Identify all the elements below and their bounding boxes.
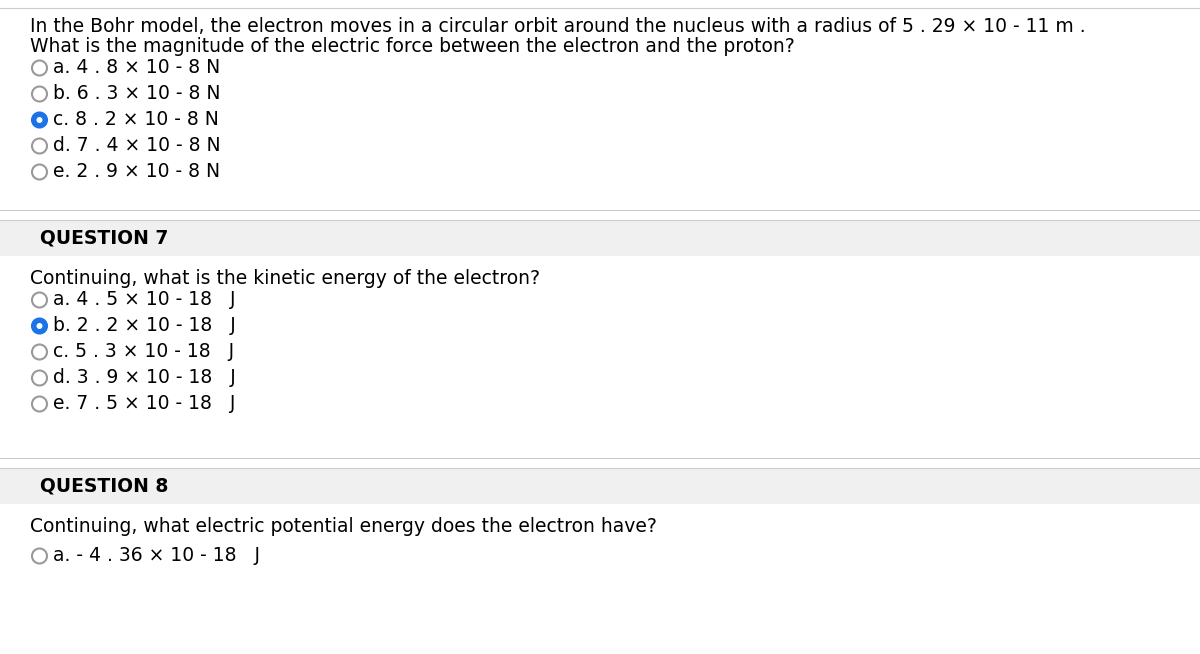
- Text: What is the magnitude of the electric force between the electron and the proton?: What is the magnitude of the electric fo…: [30, 37, 794, 56]
- Circle shape: [32, 292, 47, 307]
- Text: c. 8 . 2 × 10 - 8 N: c. 8 . 2 × 10 - 8 N: [53, 110, 218, 129]
- Text: e. 7 . 5 × 10 - 18   J: e. 7 . 5 × 10 - 18 J: [53, 394, 235, 413]
- Circle shape: [32, 165, 47, 179]
- Circle shape: [36, 323, 42, 329]
- Text: e. 2 . 9 × 10 - 8 N: e. 2 . 9 × 10 - 8 N: [53, 162, 220, 181]
- Bar: [0, 220, 1200, 256]
- Text: a. 4 . 8 × 10 - 8 N: a. 4 . 8 × 10 - 8 N: [53, 58, 221, 77]
- Text: c. 5 . 3 × 10 - 18   J: c. 5 . 3 × 10 - 18 J: [53, 342, 234, 361]
- Circle shape: [32, 549, 47, 564]
- Circle shape: [36, 117, 42, 123]
- Circle shape: [32, 112, 47, 128]
- Text: Continuing, what electric potential energy does the electron have?: Continuing, what electric potential ener…: [30, 517, 656, 536]
- Circle shape: [32, 318, 47, 334]
- Circle shape: [32, 86, 47, 101]
- Text: a. - 4 . 36 × 10 - 18   J: a. - 4 . 36 × 10 - 18 J: [53, 546, 260, 565]
- Text: b. 6 . 3 × 10 - 8 N: b. 6 . 3 × 10 - 8 N: [53, 84, 221, 103]
- Text: In the Bohr model, the electron moves in a circular orbit around the nucleus wit: In the Bohr model, the electron moves in…: [30, 16, 1086, 35]
- Circle shape: [32, 371, 47, 385]
- Circle shape: [32, 396, 47, 411]
- Text: a. 4 . 5 × 10 - 18   J: a. 4 . 5 × 10 - 18 J: [53, 290, 235, 309]
- Text: b. 2 . 2 × 10 - 18   J: b. 2 . 2 × 10 - 18 J: [53, 316, 235, 335]
- Circle shape: [32, 139, 47, 154]
- Text: Continuing, what is the kinetic energy of the electron?: Continuing, what is the kinetic energy o…: [30, 269, 540, 288]
- Circle shape: [32, 345, 47, 360]
- Text: QUESTION 8: QUESTION 8: [40, 477, 168, 496]
- Text: QUESTION 7: QUESTION 7: [40, 228, 168, 247]
- Circle shape: [32, 61, 47, 75]
- Bar: [0, 468, 1200, 504]
- Text: d. 3 . 9 × 10 - 18   J: d. 3 . 9 × 10 - 18 J: [53, 368, 235, 387]
- Text: d. 7 . 4 × 10 - 8 N: d. 7 . 4 × 10 - 8 N: [53, 136, 221, 155]
